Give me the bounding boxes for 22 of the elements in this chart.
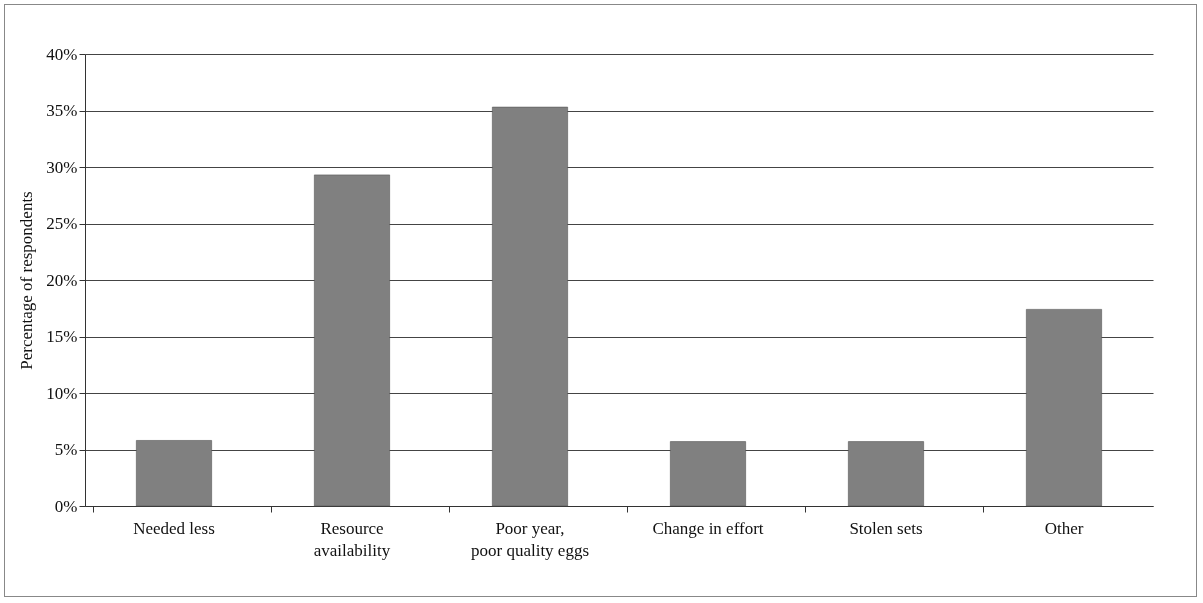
y-tick-label: 35%	[46, 101, 78, 120]
y-tick-label: 15%	[46, 327, 78, 346]
y-tick-label: 10%	[46, 383, 78, 403]
y-tick-label: 25%	[46, 214, 78, 233]
x-tick-label: Resource availability	[313, 518, 391, 560]
bar	[314, 174, 390, 507]
bar	[1026, 309, 1102, 507]
y-tick-label: 40%	[46, 44, 78, 64]
x-tick-label: Poor year, poor quality eggs	[470, 518, 590, 560]
x-tick-label: Needed less	[133, 518, 215, 538]
x-tick-label: Other	[1044, 518, 1084, 538]
bar	[848, 441, 924, 507]
y-tick-label: 0%	[54, 496, 78, 516]
y-tick-label: 5%	[54, 440, 78, 459]
bar	[136, 440, 212, 507]
y-axis-title: Percentage of respondents	[17, 191, 37, 370]
y-tick-label: 20%	[46, 270, 78, 290]
x-tick-label: Change in effort	[652, 518, 764, 538]
y-tick-label: 30%	[46, 157, 78, 177]
bar	[492, 106, 568, 507]
bar	[670, 441, 746, 507]
x-tick-label: Stolen sets	[849, 518, 923, 538]
